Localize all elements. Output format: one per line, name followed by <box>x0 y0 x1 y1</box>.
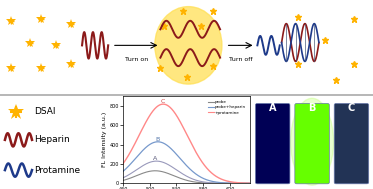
Ellipse shape <box>291 98 333 185</box>
Text: B: B <box>155 137 159 142</box>
Ellipse shape <box>155 7 222 84</box>
Text: Turn off: Turn off <box>229 57 253 62</box>
FancyBboxPatch shape <box>256 104 290 184</box>
Text: A: A <box>153 156 157 161</box>
FancyBboxPatch shape <box>295 104 329 184</box>
Text: DSAI: DSAI <box>34 107 56 116</box>
FancyBboxPatch shape <box>334 104 369 184</box>
Y-axis label: FL Intensity (a.u.): FL Intensity (a.u.) <box>102 112 107 167</box>
Text: B: B <box>308 103 316 113</box>
Text: A: A <box>269 103 276 113</box>
Text: Heparin: Heparin <box>34 135 70 144</box>
Text: C: C <box>160 99 165 104</box>
Text: C: C <box>348 103 355 113</box>
Legend: probe, probe+heparin, +protamine: probe, probe+heparin, +protamine <box>206 98 248 116</box>
Text: Turn on: Turn on <box>125 57 148 62</box>
Text: Protamine: Protamine <box>34 166 81 175</box>
